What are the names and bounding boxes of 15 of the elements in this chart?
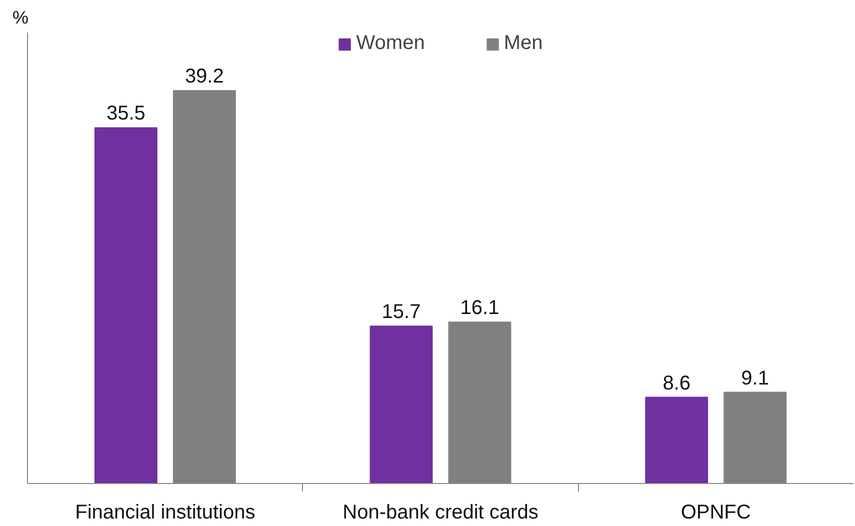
data-label: 35.5 — [106, 102, 146, 125]
x-tick-label: Financial institutions — [75, 502, 256, 524]
x-tick-label: OPNFC — [680, 502, 751, 524]
data-label: 39.2 — [184, 66, 224, 88]
legend-label: Men — [504, 32, 543, 55]
data-label: 8.6 — [662, 372, 691, 394]
x-tick-label: Non-bank credit cards — [342, 502, 538, 524]
y-axis-title: % — [12, 8, 29, 28]
bar — [94, 127, 158, 484]
data-label: 9.1 — [741, 367, 769, 390]
data-label: 16.1 — [460, 297, 500, 320]
bar — [370, 326, 433, 484]
data-label: 15.7 — [382, 301, 421, 324]
bar — [645, 396, 708, 484]
legend-label: Women — [356, 32, 425, 55]
